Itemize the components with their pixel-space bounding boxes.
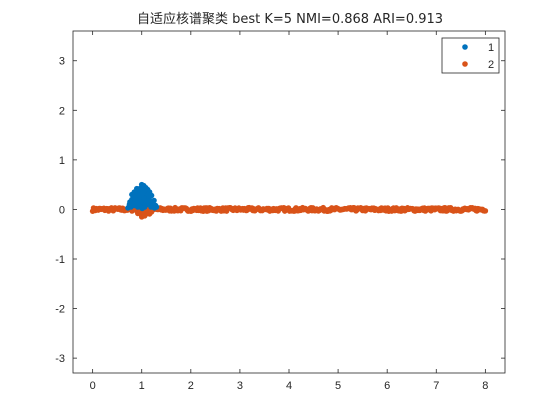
x-tick-label: 4 xyxy=(286,380,292,392)
series-1-point xyxy=(139,190,146,197)
series-1-point xyxy=(148,204,154,210)
legend-box xyxy=(441,37,500,74)
x-tick-label: 0 xyxy=(90,380,96,392)
legend-marker-series-1 xyxy=(462,44,468,50)
legend: 1 2 xyxy=(441,37,500,74)
x-tick-label: 3 xyxy=(237,380,243,392)
chart-title: 自适应核谱聚类 best K=5 NMI=0.868 ARI=0.913 xyxy=(137,11,443,27)
x-tick-label: 6 xyxy=(384,380,390,392)
y-tick-label: 0 xyxy=(59,204,65,216)
legend-marker-series-2 xyxy=(462,61,468,67)
y-tick-label: 2 xyxy=(59,105,65,117)
series-2-point xyxy=(148,209,155,215)
y-tick-label: -1 xyxy=(55,254,65,266)
x-tick-label: 7 xyxy=(433,380,439,392)
legend-label-series-1: 1 xyxy=(488,42,494,54)
series-1-point xyxy=(128,202,135,209)
y-tick-label: -3 xyxy=(55,353,65,365)
plot-area xyxy=(89,181,489,220)
legend-label-series-2: 2 xyxy=(488,59,494,71)
y-tick-label: 1 xyxy=(59,155,65,167)
y-tick-label: -2 xyxy=(55,304,65,316)
series-1-point xyxy=(138,181,145,188)
x-tick-label: 8 xyxy=(482,380,488,392)
series-2-point xyxy=(141,213,148,219)
series-1-point xyxy=(134,200,141,207)
y-tick-label: 3 xyxy=(59,56,65,68)
x-tick-label: 2 xyxy=(188,380,194,392)
series-2-point xyxy=(482,208,489,214)
y-axis: -3 -2 -1 0 1 2 3 xyxy=(55,56,505,365)
x-axis: 0 1 2 3 4 5 6 7 8 xyxy=(90,31,488,392)
series-1-point xyxy=(139,205,146,212)
series-1-point xyxy=(144,198,150,205)
x-tick-label: 1 xyxy=(139,380,145,392)
x-tick-label: 5 xyxy=(335,380,341,392)
series-1-point xyxy=(145,191,151,198)
